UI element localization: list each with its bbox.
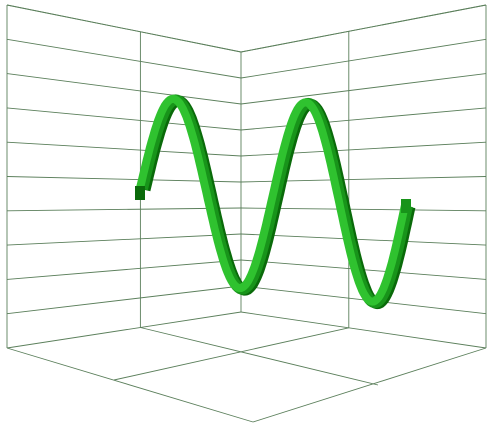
sine-ribbon-series [135,94,416,310]
left-wall-gridline [6,38,242,79]
sine-ribbon-start-cap [135,186,145,200]
right-wall-gridline [240,73,487,105]
left-wall-gridline [6,285,242,315]
right-wall-gridline [240,207,487,212]
right-wall-gridline [240,233,487,246]
left-wall-gridline [6,73,242,105]
wall-top-edge [6,4,487,53]
floor-right-edge [252,347,487,423]
floor-gridline [113,327,349,381]
left-wall-gridline [6,311,242,349]
right-wall-gridline [240,38,487,79]
right-wall-gridline [240,141,487,157]
left-wall-gridline [6,107,242,131]
left-wall-gridline [6,207,242,212]
left-wall-gridline [6,259,242,280]
chart-grid [6,4,487,423]
left-wall-gridline [6,4,242,53]
right-wall-gridline [240,107,487,131]
left-wall-gridline [6,233,242,246]
sine-ribbon-front [136,94,409,306]
floor-left-edge [6,347,254,423]
floor-gridline [140,327,379,386]
right-wall-gridline [240,311,487,349]
right-wall-gridline [240,4,487,53]
sine-ribbon-end-cap [401,199,411,213]
